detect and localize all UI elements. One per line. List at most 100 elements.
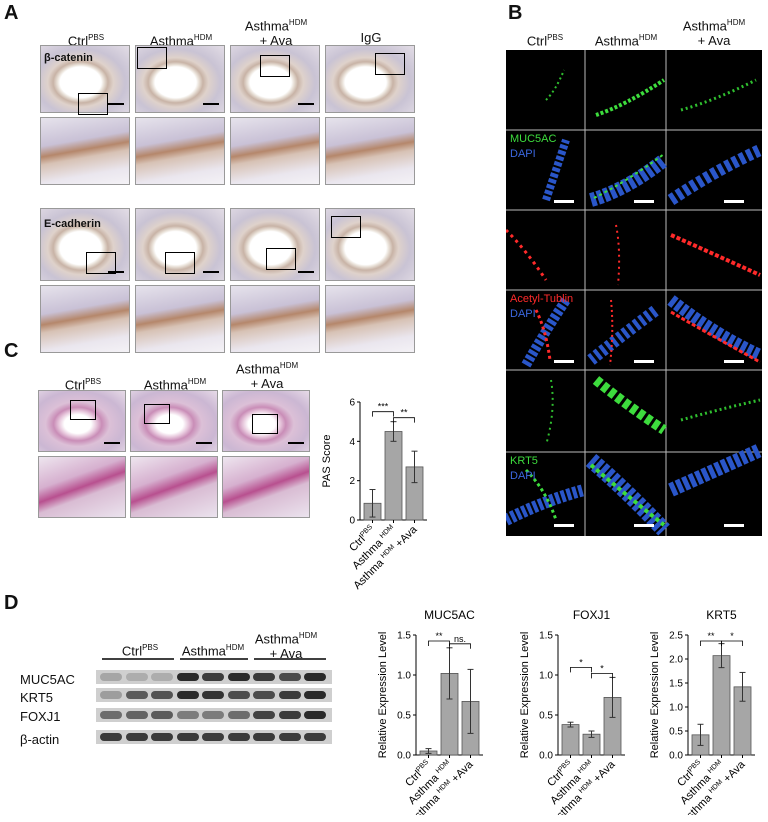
micrograph-a xyxy=(230,117,320,185)
blot-band xyxy=(125,711,148,719)
significance-label: * xyxy=(579,657,583,667)
blot-band xyxy=(151,733,173,741)
significance-bracket xyxy=(721,640,743,646)
micrograph-a xyxy=(230,208,320,281)
zoom-box xyxy=(78,93,108,115)
y-axis-label: Relative Expression Level xyxy=(649,632,661,759)
chart-title: KRT5 xyxy=(706,608,737,622)
y-tick-label: 0 xyxy=(349,516,355,527)
significance-bracket xyxy=(591,673,613,679)
zoom-box xyxy=(260,55,290,77)
blot-band xyxy=(278,673,301,681)
blot-band xyxy=(151,691,173,699)
micrograph-c xyxy=(222,390,310,452)
scale-bar xyxy=(108,103,124,105)
blot-label-foxj1: FOXJ1 xyxy=(20,709,61,724)
blot-band xyxy=(227,733,250,741)
blot-band xyxy=(202,691,224,699)
header-a-asthma: AsthmaHDM xyxy=(149,33,213,49)
blot-label-krt5: KRT5 xyxy=(20,690,53,705)
micrograph-a xyxy=(230,285,320,353)
significance-label: * xyxy=(600,663,604,673)
panel-letter-b: B xyxy=(508,2,523,24)
blot-band xyxy=(304,733,326,741)
y-tick-label: 4 xyxy=(349,437,355,448)
y-tick-label: 0.0 xyxy=(669,751,683,762)
chart-muc5ac: MUC5AC Relative Expression Level 0.0 0.5 1.0… xyxy=(377,608,483,815)
fluor-label-krt5: KRT5 xyxy=(510,455,538,467)
micrograph-a xyxy=(325,285,415,353)
significance-label: *** xyxy=(378,402,389,412)
y-tick-label: 2.5 xyxy=(669,631,683,642)
micrograph-c xyxy=(222,456,310,518)
blot-band xyxy=(227,673,250,681)
significance-label: * xyxy=(730,631,734,641)
scale-bar xyxy=(288,442,304,444)
blot-band xyxy=(100,691,122,699)
zoom-box xyxy=(165,252,195,274)
blot-band xyxy=(176,733,199,741)
blot-band xyxy=(304,691,326,699)
significance-bracket xyxy=(570,667,592,673)
chart-title: FOXJ1 xyxy=(573,608,611,622)
y-tick-label: 1.0 xyxy=(539,671,553,682)
y-tick-label: 1.0 xyxy=(397,671,411,682)
blot-lane-row xyxy=(96,688,332,702)
micrograph-c xyxy=(38,456,126,518)
blot-band xyxy=(125,691,148,699)
blot-band xyxy=(125,733,148,741)
blot-band xyxy=(253,691,275,699)
blot-label-beta-actin: β-actin xyxy=(20,732,60,747)
scale-bar xyxy=(196,442,212,444)
blot-band xyxy=(227,711,250,719)
significance-label: ** xyxy=(400,408,408,418)
significance-bracket xyxy=(372,411,394,417)
western-blot xyxy=(96,668,332,752)
header-b-asthma-ava: AsthmaHDM + Ava xyxy=(682,18,746,49)
scale-bar xyxy=(298,271,314,273)
blot-lane-row xyxy=(96,730,332,744)
y-axis-label: Relative Expression Level xyxy=(519,632,531,759)
panel-b-fluorescence-grid xyxy=(503,50,763,536)
zoom-box xyxy=(266,248,296,270)
fluorescence-overlay xyxy=(503,50,763,536)
y-tick-label: 1.5 xyxy=(397,631,411,642)
zoom-box xyxy=(375,53,405,75)
zoom-box xyxy=(252,414,278,434)
blot-band xyxy=(202,673,224,681)
bar xyxy=(561,724,580,756)
blot-band xyxy=(202,711,224,719)
blot-band xyxy=(176,691,199,699)
blot-band xyxy=(227,691,250,699)
fluor-label-muc5ac: MUC5AC xyxy=(510,133,557,145)
significance-bracket xyxy=(393,417,415,423)
y-tick-label: 1.5 xyxy=(669,679,683,690)
chart-krt5: KRT5 Relative Expression Level 0.0 0.5 1.0 1.… xyxy=(649,608,755,815)
y-tick-label: 6 xyxy=(349,398,355,409)
blot-band xyxy=(278,691,301,699)
scale-bar xyxy=(298,103,314,105)
header-d-asthma-ava: AsthmaHDM + Ava xyxy=(254,631,318,662)
header-b-asthma: AsthmaHDM xyxy=(594,33,658,49)
blot-band xyxy=(100,711,122,719)
blot-lane-row xyxy=(96,708,332,722)
blot-band xyxy=(176,711,199,719)
blot-band xyxy=(176,673,199,681)
scale-bar xyxy=(203,103,219,105)
fluor-label-dapi-2: DAPI xyxy=(510,308,536,320)
zoom-box xyxy=(331,216,361,238)
y-tick-label: 2 xyxy=(349,476,355,487)
stain-label-beta-catenin: β-catenin xyxy=(44,52,93,64)
significance-bracket xyxy=(700,640,722,646)
blot-band xyxy=(304,673,326,681)
zoom-box xyxy=(144,404,170,424)
blot-band xyxy=(125,673,148,681)
zoom-box xyxy=(86,252,116,274)
significance-label: ** xyxy=(707,631,715,641)
bar xyxy=(712,655,731,756)
significance-label: ns. xyxy=(454,634,466,644)
header-a-ctrl: CtrlPBS xyxy=(67,33,105,49)
micrograph-a xyxy=(135,285,225,353)
blot-band xyxy=(253,711,275,719)
scale-bar xyxy=(108,271,124,273)
